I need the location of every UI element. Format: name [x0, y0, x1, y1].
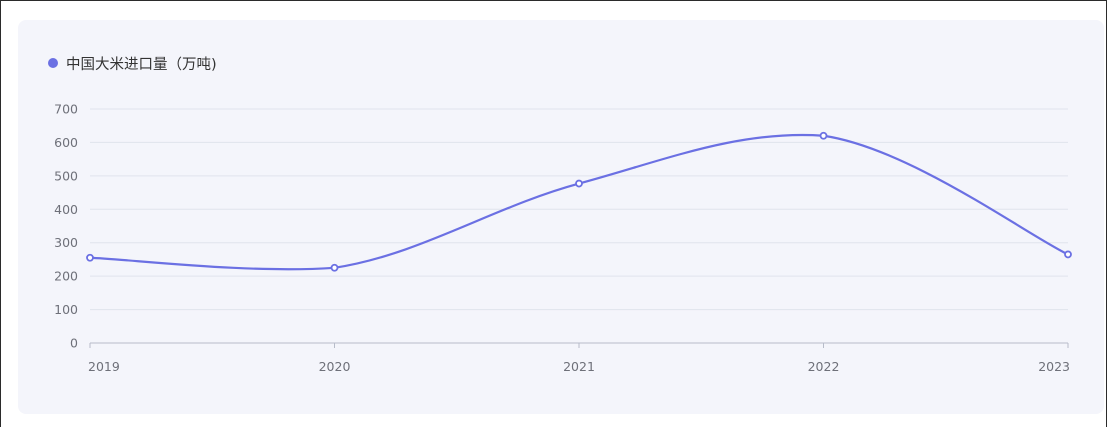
- y-tick-label-300: 300: [54, 235, 78, 250]
- x-tick-label-2019: 2019: [88, 359, 120, 374]
- y-tick-label-0: 0: [70, 336, 78, 351]
- y-tick-label-200: 200: [54, 269, 78, 284]
- grid-layer: [90, 108, 1068, 311]
- axis-layer: [89, 342, 1069, 348]
- data-point-2022[interactable]: [819, 131, 828, 140]
- x-tick-label-2022: 2022: [808, 359, 840, 374]
- y-tick-label-600: 600: [54, 135, 78, 150]
- x-tick-label-2020: 2020: [319, 359, 351, 374]
- x-tick-label-2021: 2021: [563, 359, 595, 374]
- legend-label: 中国大米进口量（万吨): [66, 56, 217, 73]
- data-point-2020[interactable]: [330, 263, 339, 272]
- data-point-2021[interactable]: [575, 179, 583, 188]
- y-tick-label-100: 100: [54, 302, 78, 317]
- y-tick-label-700: 700: [54, 102, 78, 117]
- x-tick-labels: 2019 2020 2021 2022 2023: [88, 359, 1070, 374]
- legend-marker-icon: [48, 58, 58, 68]
- data-point-2019[interactable]: [86, 253, 94, 262]
- chart-legend[interactable]: 中国大米进口量（万吨): [48, 53, 217, 73]
- data-point-2023[interactable]: [1064, 250, 1072, 259]
- y-tick-label-400: 400: [54, 202, 78, 217]
- y-tick-label-500: 500: [54, 168, 78, 183]
- point-layer: [86, 131, 1072, 272]
- series-layer: [89, 133, 1069, 271]
- y-tick-labels: 0 100 200 300 400 500 600 700: [54, 102, 78, 351]
- x-tick-label-2023: 2023: [1038, 359, 1070, 374]
- series-line-0: [89, 133, 1069, 271]
- chart-panel: 中国大米进口量（万吨) 0 100 200 300 400 500 600 700 2019 2…: [18, 20, 1104, 414]
